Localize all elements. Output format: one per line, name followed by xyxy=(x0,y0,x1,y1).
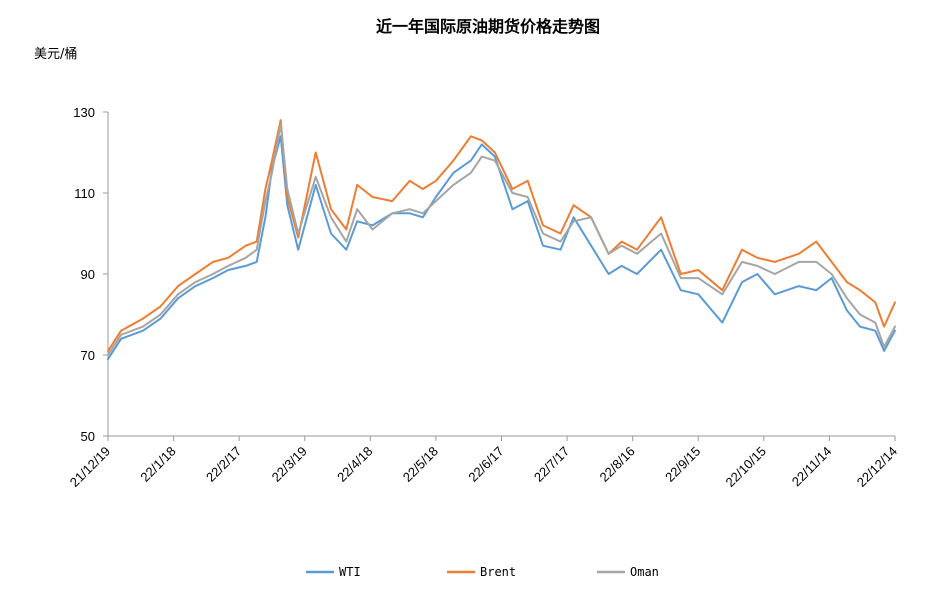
x-tick-label: 22/11/14 xyxy=(789,444,835,490)
x-tick-label: 22/6/17 xyxy=(465,444,506,485)
legend-label-brent: Brent xyxy=(480,565,516,579)
x-tick-label: 22/12/14 xyxy=(854,444,900,490)
x-axis: 21/12/19 22/1/18 22/2/17 22/3/19 22/4/18 22/5… xyxy=(67,435,900,490)
x-tick-label: 22/7/17 xyxy=(531,444,572,485)
y-axis: 50 70 90 110 130 xyxy=(73,105,109,444)
x-tick-label: 22/3/19 xyxy=(269,444,310,485)
x-tick-label: 22/5/18 xyxy=(400,444,441,485)
y-tick-label: 130 xyxy=(73,105,95,120)
y-tick-label: 90 xyxy=(81,267,95,282)
y-tick-label: 50 xyxy=(81,429,95,444)
legend-label-wti: WTI xyxy=(339,565,361,579)
x-tick-label: 21/12/19 xyxy=(67,444,113,490)
x-tick-label: 22/1/18 xyxy=(137,444,178,485)
x-tick-label: 22/10/15 xyxy=(723,444,769,490)
y-tick-label: 110 xyxy=(74,186,95,201)
x-tick-label: 22/4/18 xyxy=(334,444,375,485)
series-line-wti xyxy=(107,135,896,361)
legend-label-oman: Oman xyxy=(630,565,659,579)
chart-title: 近一年国际原油期货价格走势图 xyxy=(376,17,600,36)
legend: WTI Brent Oman xyxy=(306,565,659,579)
y-tick-label: 70 xyxy=(81,348,95,363)
x-tick-label: 22/8/16 xyxy=(597,444,638,485)
series-line-oman xyxy=(107,123,896,356)
series-line-brent xyxy=(107,119,896,352)
x-tick-label: 22/2/17 xyxy=(203,444,244,485)
y-axis-unit-label: 美元/桶 xyxy=(34,47,77,62)
x-tick-label: 22/9/15 xyxy=(662,444,703,485)
series-layer xyxy=(107,119,896,361)
